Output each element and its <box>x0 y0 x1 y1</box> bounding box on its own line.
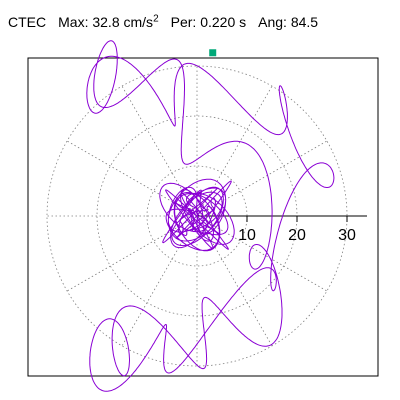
peak-marker-group <box>209 49 217 57</box>
grid-spoke-210 <box>66 215 198 292</box>
radial-tick-label-30: 30 <box>338 227 356 244</box>
angle-value: 84.5 <box>290 14 319 30</box>
orbit-trace <box>86 40 335 392</box>
radial-axis: 10 20 30 <box>197 215 367 244</box>
peak-marker <box>209 49 217 57</box>
radial-tick-label-20: 20 <box>288 227 306 244</box>
station-name: CTEC <box>8 14 47 30</box>
period-value: 0.220 s <box>200 14 247 30</box>
max-label: Max: <box>58 14 89 30</box>
orbit-trace-path <box>86 40 335 392</box>
orbit-core-path <box>159 178 235 252</box>
grid-spoke-300 <box>196 215 273 347</box>
max-unit-exponent: 2 <box>153 13 159 25</box>
radial-tick-label-10: 10 <box>238 227 256 244</box>
trace-header: CTEC Max: 32.8 cm/s2 Per: 0.220 s Ang: 84.5 <box>8 14 318 30</box>
angle-label: Ang: <box>258 14 287 30</box>
max-unit: cm/s <box>123 14 154 30</box>
grid-spoke-60 <box>196 85 273 217</box>
period-label: Per: <box>170 14 197 30</box>
plot-frame <box>27 57 379 377</box>
max-value: 32.8 <box>92 14 120 30</box>
